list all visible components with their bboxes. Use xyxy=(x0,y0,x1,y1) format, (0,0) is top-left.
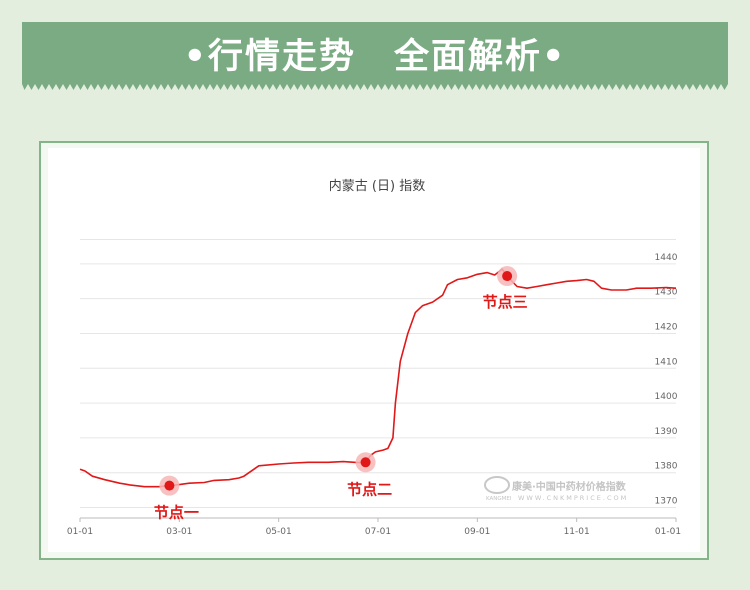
y-tick-label: 1420 xyxy=(655,322,678,332)
y-tick-label: 1400 xyxy=(655,392,678,402)
watermark-text: 康美·中国中药材价格指数 xyxy=(512,480,627,493)
x-tick-label: 01-01 xyxy=(67,527,93,537)
node-dot xyxy=(502,271,513,282)
y-tick-label: 1380 xyxy=(655,462,678,472)
y-axis-ticks: 1370 1380 1390 1400 1410 1420 1430 1440 xyxy=(655,253,678,507)
banner-title-left: •行情走势 xyxy=(183,36,356,77)
y-tick-label: 1390 xyxy=(655,427,678,437)
x-axis: 01-01 03-01 05-01 07-01 09-01 11-01 01-01 xyxy=(67,517,681,537)
node-dot xyxy=(360,457,371,468)
x-tick-label: 07-01 xyxy=(365,527,391,537)
chart-card xyxy=(48,148,700,552)
chart-title: 内蒙古 (日) 指数 xyxy=(329,178,425,194)
x-tick-label: 05-01 xyxy=(266,527,292,537)
watermark-logo-text: KANGMEI xyxy=(486,496,512,502)
y-tick-label: 1440 xyxy=(655,253,678,263)
banner-title: •行情走势 全面解析• xyxy=(22,22,728,84)
chart-grid xyxy=(80,238,676,509)
node-markers: 节点一 节点二 节点三 xyxy=(154,266,528,522)
x-tick-label: 09-01 xyxy=(464,527,490,537)
banner: •行情走势 全面解析• xyxy=(22,22,728,84)
banner-title-right: 全面解析• xyxy=(394,36,567,77)
series-line xyxy=(79,268,677,488)
node-label: 节点三 xyxy=(483,293,528,311)
y-tick-label: 1410 xyxy=(655,357,678,367)
node-label: 节点二 xyxy=(347,480,392,498)
x-tick-label: 03-01 xyxy=(166,527,192,537)
series-layer xyxy=(79,268,677,488)
node-dot xyxy=(164,480,175,491)
x-tick-label: 11-01 xyxy=(564,527,590,537)
watermark-subtext: WWW.CNKMPRICE.COM xyxy=(518,494,628,502)
banner-zigzag xyxy=(22,84,728,90)
watermark-logo-icon xyxy=(484,476,510,494)
node-label: 节点一 xyxy=(154,504,199,522)
x-tick-label: 01-01 xyxy=(655,527,681,537)
y-tick-label: 1430 xyxy=(655,288,678,298)
y-tick-label: 1370 xyxy=(655,497,678,507)
